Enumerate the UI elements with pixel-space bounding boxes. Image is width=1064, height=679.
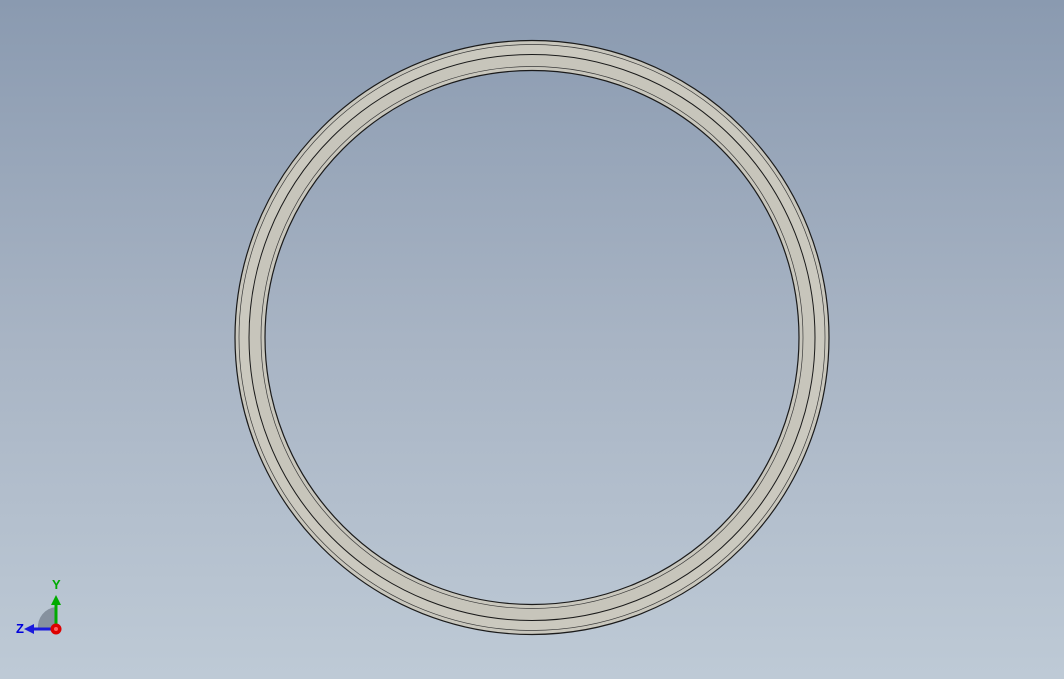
- ring-inner-band: [249, 54, 815, 620]
- ring-face: [235, 40, 829, 634]
- axis-triad[interactable]: Y Z: [20, 579, 100, 659]
- z-axis-arrow: [24, 624, 34, 634]
- ring-edge-inner: [265, 70, 799, 604]
- y-axis-arrow: [51, 595, 61, 605]
- ring-model[interactable]: [222, 27, 842, 652]
- x-axis-highlight: [54, 627, 58, 631]
- z-axis-label: Z: [16, 621, 24, 636]
- ring-svg: [222, 27, 842, 647]
- cad-viewport[interactable]: Y Z: [0, 0, 1064, 679]
- ring-outer-band: [239, 44, 825, 630]
- y-axis-label: Y: [52, 577, 61, 592]
